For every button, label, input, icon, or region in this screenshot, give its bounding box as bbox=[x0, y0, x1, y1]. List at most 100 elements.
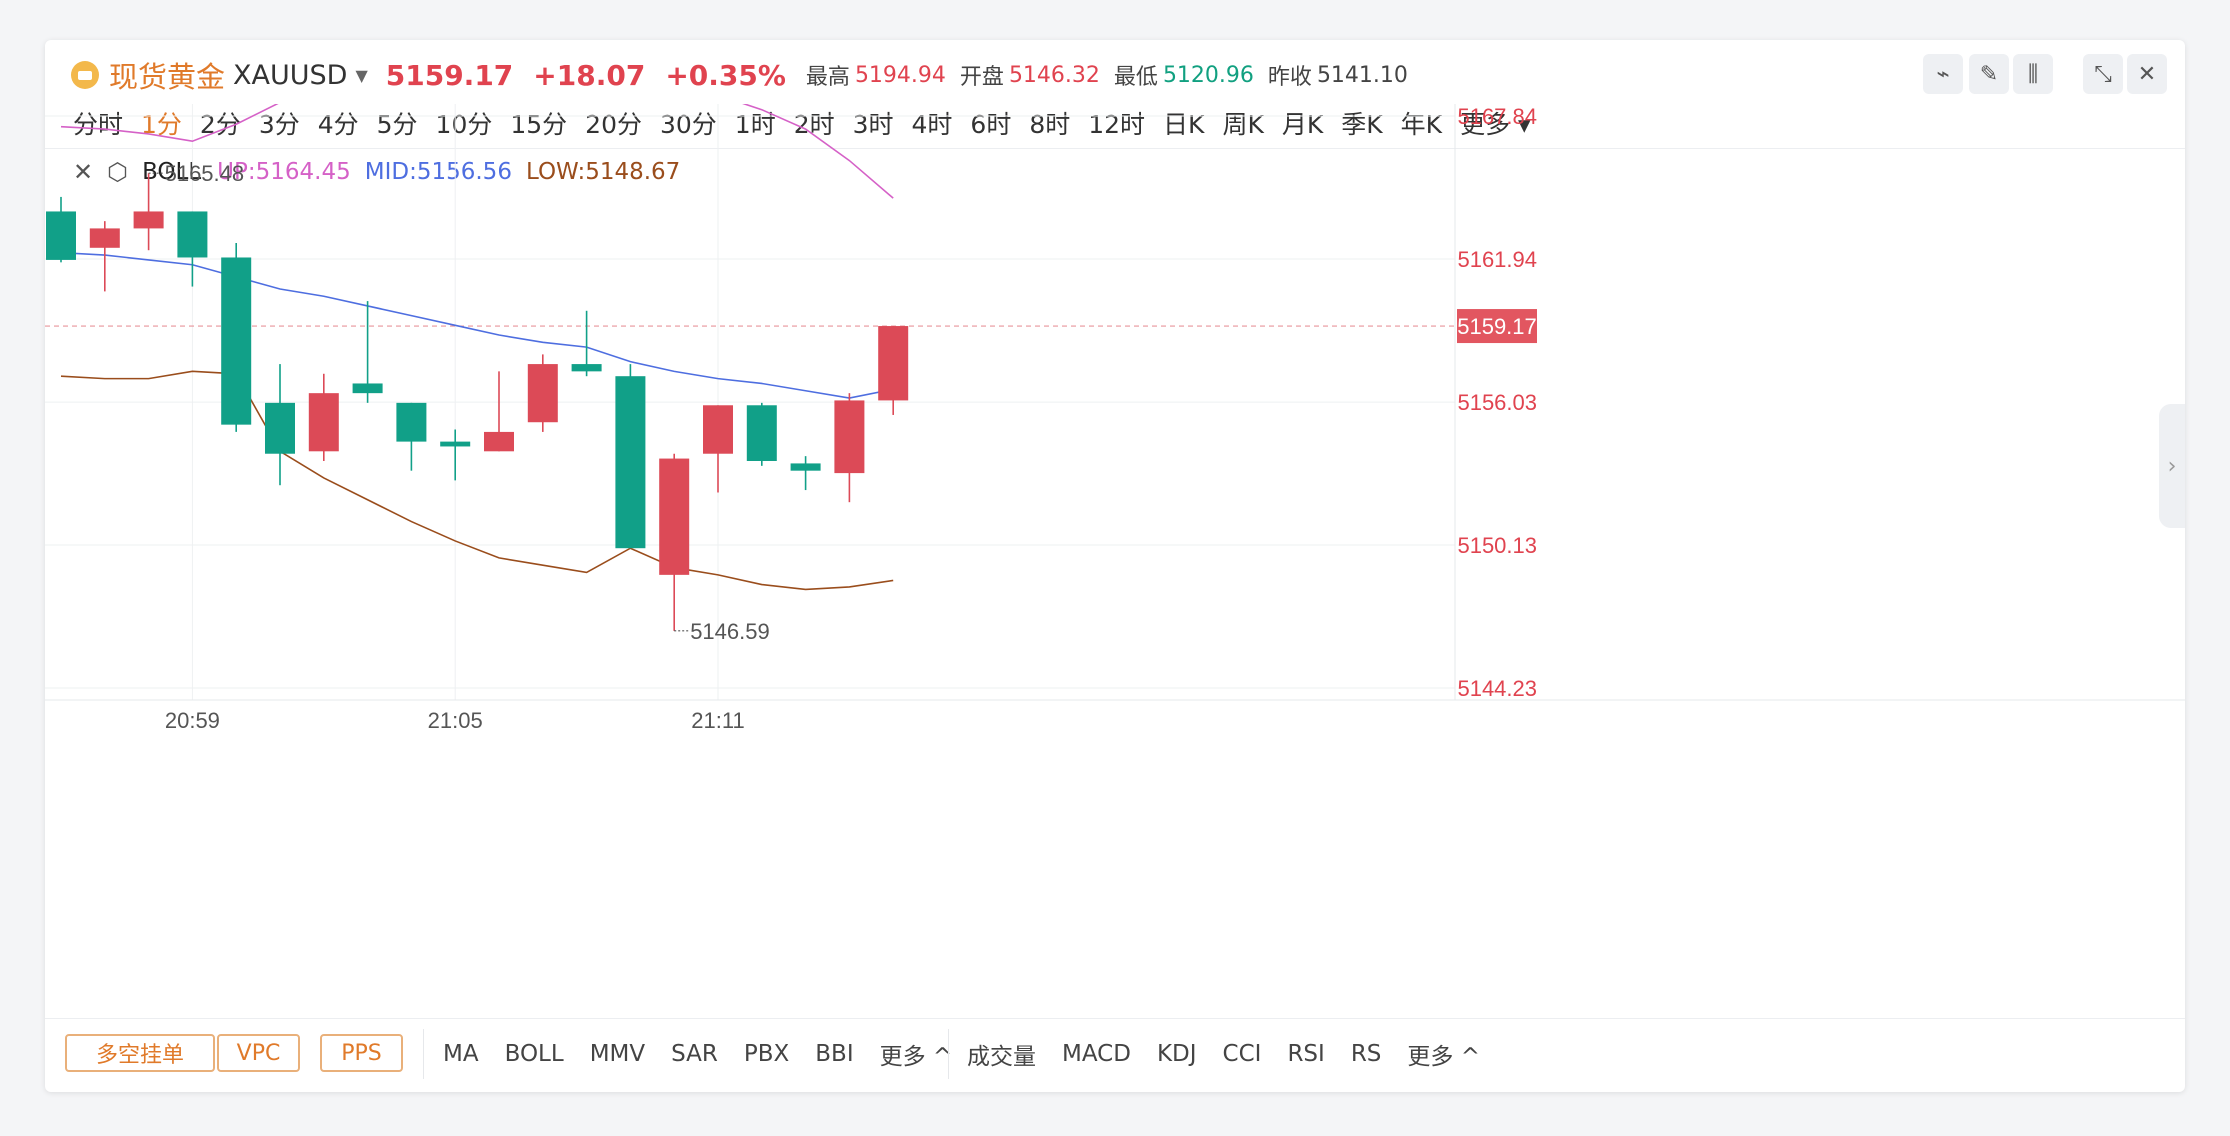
draw-pen-icon[interactable]: ✎ bbox=[1969, 54, 2009, 94]
boll-mid-line bbox=[60, 251, 894, 399]
timeframe-15[interactable]: 8时 bbox=[1029, 110, 1071, 139]
candle-style-icon[interactable]: ⫼ bbox=[2013, 54, 2053, 94]
candle-body bbox=[133, 211, 164, 229]
main-indicator-list: MA BOLL MMV SAR PBX BBI 更多 ^ bbox=[443, 1019, 978, 1089]
prev-close-value: 5141.10 bbox=[1316, 62, 1408, 88]
candle-body bbox=[265, 402, 295, 454]
timeframe-13[interactable]: 4时 bbox=[911, 110, 953, 139]
high-label: 最高 bbox=[805, 65, 850, 90]
timeframe-16[interactable]: 12时 bbox=[1088, 110, 1146, 139]
timeframe-11[interactable]: 2时 bbox=[793, 110, 835, 139]
boll-up-value: UP:5164.45 bbox=[217, 159, 351, 185]
timeframe-5[interactable]: 5分 bbox=[376, 110, 418, 139]
sub-indicator-2[interactable]: KDJ bbox=[1156, 1041, 1197, 1067]
timeframe-22[interactable]: 更多 ▾ bbox=[1460, 110, 1531, 139]
timeframe-14[interactable]: 6时 bbox=[970, 110, 1012, 139]
timeframe-17[interactable]: 日K bbox=[1163, 110, 1205, 139]
collapse-icon[interactable]: ⤡ bbox=[2083, 54, 2123, 94]
timeframe-4[interactable]: 4分 bbox=[317, 110, 359, 139]
candle-body bbox=[571, 364, 602, 372]
sub-indicator-1[interactable]: MACD bbox=[1062, 1041, 1131, 1067]
bottom-toolbar: 多空挂单 VPC PPS MA BOLL MMV SAR PBX BBI 更多 ^ 成交量 M… bbox=[45, 1018, 2185, 1088]
gold-icon bbox=[71, 61, 99, 89]
candle-body bbox=[177, 211, 208, 258]
boll-legend: ✕ ⬡ BOLL UP:5164.45 MID:5156.56 LOW:5148… bbox=[73, 152, 680, 192]
candle-body bbox=[878, 326, 909, 401]
sub-indicator-list: 成交量 MACD KDJ CCI RSI RS 更多 ^ bbox=[967, 1019, 1506, 1089]
current-price-label: 5159.17 bbox=[1457, 314, 1537, 339]
timeframe-18[interactable]: 周K bbox=[1222, 110, 1264, 139]
timeframe-10[interactable]: 1时 bbox=[734, 110, 776, 139]
close-icon[interactable]: ✕ bbox=[73, 158, 94, 186]
low-value: 5120.96 bbox=[1162, 62, 1254, 88]
prev-close-label: 昨收 bbox=[1267, 65, 1312, 90]
order-button-vpc[interactable]: VPC bbox=[217, 1034, 300, 1072]
candle-body bbox=[703, 405, 733, 454]
main-indicator-6[interactable]: 更多 ^ bbox=[879, 1044, 953, 1070]
candle-body bbox=[308, 393, 339, 452]
timeframe-12[interactable]: 3时 bbox=[852, 110, 894, 139]
candle-body bbox=[46, 211, 76, 260]
timeframe-0[interactable]: 分时 bbox=[73, 110, 124, 139]
timeframe-3[interactable]: 3分 bbox=[258, 110, 300, 139]
divider bbox=[45, 148, 2185, 149]
line-chart-icon[interactable]: ⌁ bbox=[1923, 54, 1963, 94]
sub-indicator-4[interactable]: RSI bbox=[1287, 1041, 1325, 1067]
candle-body bbox=[440, 441, 471, 447]
candle-body bbox=[746, 405, 777, 461]
y-tick-label: 5150.13 bbox=[1457, 533, 1537, 558]
annotation-label: 5165.48 bbox=[165, 161, 245, 186]
candlestick-chart[interactable]: 5165.48 5146.59 5167.84 5161.94 5156.03 5150.… bbox=[45, 40, 2185, 1020]
chevron-down-icon[interactable]: ▼ bbox=[355, 65, 368, 85]
y-tick-label: 5167.84 bbox=[1457, 104, 1537, 129]
settings-hex-icon[interactable]: ⬡ bbox=[107, 158, 129, 186]
candle-body bbox=[527, 364, 558, 423]
order-button-pps[interactable]: PPS bbox=[320, 1034, 403, 1072]
chevron-right-icon[interactable]: › bbox=[2159, 404, 2185, 528]
quote-header: 现货黄金 XAUUSD ▼ 5159.17 +18.07 +0.35% 最高 5… bbox=[71, 48, 1422, 102]
divider bbox=[423, 1029, 424, 1079]
sub-indicator-3[interactable]: CCI bbox=[1222, 1041, 1262, 1067]
boll-low-value: LOW:5148.67 bbox=[525, 159, 681, 185]
open-label: 开盘 bbox=[959, 65, 1004, 90]
sub-indicator-5[interactable]: RS bbox=[1350, 1041, 1382, 1067]
instrument-name: 现货黄金 bbox=[109, 60, 226, 94]
main-indicator-0[interactable]: MA bbox=[443, 1041, 479, 1067]
boll-up-line bbox=[60, 104, 894, 199]
candle-body bbox=[790, 463, 821, 471]
order-button-long-short[interactable]: 多空挂单 bbox=[65, 1034, 215, 1072]
timeframe-9[interactable]: 30分 bbox=[659, 110, 717, 139]
timeframe-21[interactable]: 年K bbox=[1400, 110, 1443, 139]
x-tick-label: 21:11 bbox=[691, 708, 744, 733]
low-label: 最低 bbox=[1113, 65, 1158, 90]
open-value: 5146.32 bbox=[1008, 62, 1100, 88]
boll-mid-value: MID:5156.56 bbox=[364, 159, 512, 185]
timeframe-7[interactable]: 15分 bbox=[510, 110, 568, 139]
boll-low-line bbox=[60, 370, 894, 591]
sub-indicator-0[interactable]: 成交量 bbox=[967, 1044, 1036, 1070]
last-price: 5159.17 bbox=[385, 58, 514, 92]
current-price-tag bbox=[1457, 309, 1537, 344]
main-indicator-4[interactable]: PBX bbox=[743, 1041, 790, 1067]
close-icon[interactable]: ✕ bbox=[2127, 54, 2167, 94]
y-tick-label: 5156.03 bbox=[1457, 390, 1537, 415]
candle-body bbox=[352, 383, 383, 394]
timeframe-8[interactable]: 20分 bbox=[585, 110, 642, 139]
indicator-name: BOLL bbox=[142, 159, 202, 185]
candle-body bbox=[89, 228, 120, 248]
main-indicator-1[interactable]: BOLL bbox=[504, 1041, 564, 1067]
candle-body bbox=[221, 257, 252, 425]
main-indicator-3[interactable]: SAR bbox=[671, 1041, 718, 1067]
annotation-label: 5146.59 bbox=[690, 619, 770, 644]
price-change-pct: +0.35% bbox=[665, 58, 786, 92]
x-tick-label: 21:05 bbox=[428, 708, 483, 733]
sub-indicator-6[interactable]: 更多 ^ bbox=[1407, 1044, 1480, 1070]
main-indicator-5[interactable]: BBI bbox=[815, 1041, 854, 1067]
timeframe-20[interactable]: 季K bbox=[1341, 110, 1383, 139]
instrument-symbol[interactable]: XAUUSD bbox=[233, 59, 348, 91]
timeframe-6[interactable]: 10分 bbox=[435, 110, 493, 139]
price-change: +18.07 bbox=[533, 58, 646, 92]
y-tick-label: 5144.23 bbox=[1457, 676, 1537, 701]
main-indicator-2[interactable]: MMV bbox=[589, 1041, 646, 1067]
timeframe-19[interactable]: 月K bbox=[1281, 110, 1324, 139]
